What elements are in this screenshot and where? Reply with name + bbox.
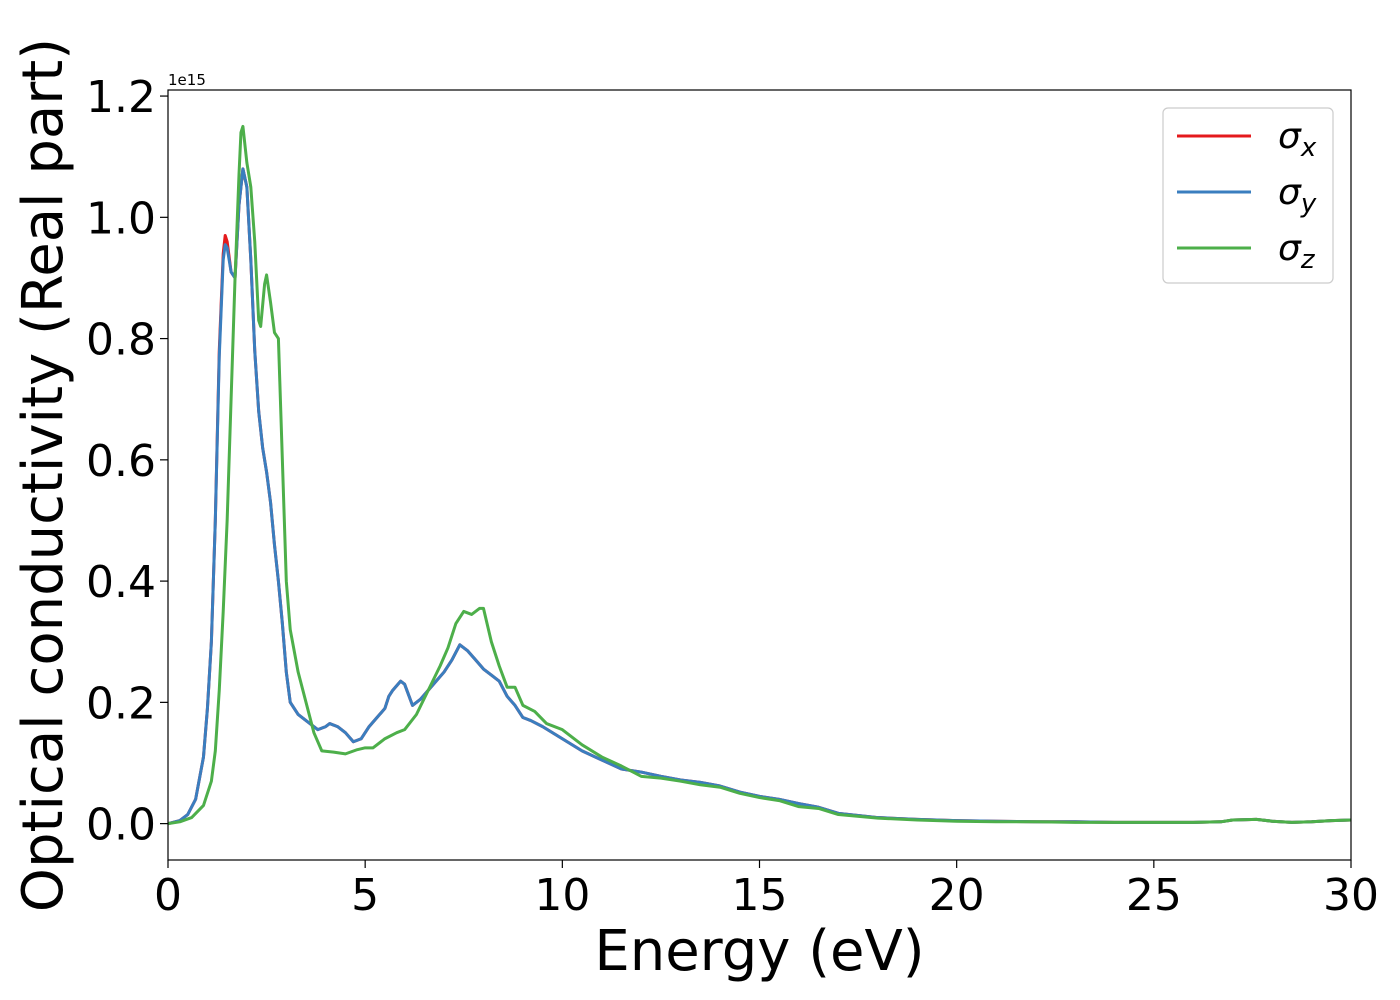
legend-label-y: σy (1278, 172, 1317, 219)
y-tick-label: 0.8 (86, 315, 156, 366)
legend-label-x: σx (1278, 116, 1317, 163)
y-tick-label: 0.6 (86, 436, 156, 487)
x-tick-label: 0 (154, 870, 182, 921)
legend-box (1162, 107, 1334, 284)
x-tick-label: 15 (732, 870, 788, 921)
legend: σx σy σz (1162, 107, 1334, 284)
x-tick-label: 10 (534, 870, 590, 921)
y-tick-label: 0.2 (86, 678, 156, 729)
y-tick-label: 0.0 (86, 800, 156, 851)
y-tick-label: 0.4 (86, 557, 156, 608)
y-tick-label: 1.2 (86, 72, 156, 123)
x-tick-label: 30 (1323, 870, 1379, 921)
y-tick-label: 1.0 (86, 193, 156, 244)
x-axis-label: Energy (eV) (594, 919, 924, 984)
x-tick-label: 20 (929, 870, 985, 921)
series-layer (168, 124, 1351, 826)
y-axis-label: Optical conductivity (Real part) (11, 38, 76, 912)
x-tick-label: 5 (351, 870, 379, 921)
series-line-z (168, 124, 1351, 826)
y-offset-label: 1e15 (168, 71, 206, 89)
x-tick-label: 25 (1126, 870, 1182, 921)
ticks-layer: 0 5 10 15 20 25 30 0.0 0.2 0.4 0.6 0.8 1.0 1.2 (86, 72, 1379, 921)
legend-label-z: σz (1278, 228, 1316, 275)
